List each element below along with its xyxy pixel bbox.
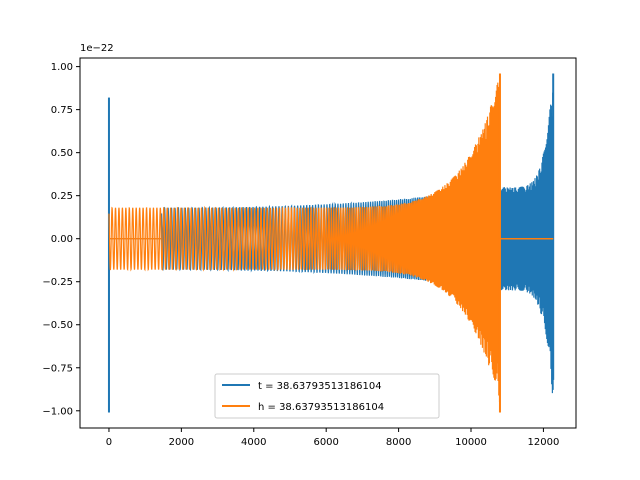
y-tick-label: −0.50 xyxy=(42,320,73,331)
y-tick-label: 1.00 xyxy=(51,62,73,73)
legend-label-h: h = 38.63793513186104 xyxy=(258,402,384,413)
y-tick-label: −0.25 xyxy=(42,277,73,288)
y-offset-label: 1e−22 xyxy=(80,43,114,54)
series-line-h xyxy=(108,82,554,403)
x-axis: 0 2000 4000 6000 8000 10000 12000 xyxy=(106,428,560,448)
x-tick-label: 4000 xyxy=(241,437,266,448)
x-tick-label: 6000 xyxy=(313,437,338,448)
y-axis: −1.00 −0.75 −0.50 −0.25 0.00 0.25 0.50 0.75 1.00 xyxy=(42,62,80,417)
x-tick-label: 10000 xyxy=(455,437,487,448)
x-tick-label: 12000 xyxy=(528,437,560,448)
y-tick-label: −1.00 xyxy=(42,406,73,417)
legend: t = 38.63793513186104 h = 38.63793513186… xyxy=(214,373,440,419)
legend-label-t: t = 38.63793513186104 xyxy=(258,381,382,392)
y-tick-label: −0.75 xyxy=(42,363,73,374)
y-tick-label: 0.25 xyxy=(51,191,73,202)
y-tick-label: 0.00 xyxy=(51,234,73,245)
x-tick-label: 0 xyxy=(106,437,112,448)
x-tick-label: 2000 xyxy=(169,437,194,448)
x-tick-label: 8000 xyxy=(386,437,411,448)
legend-box xyxy=(214,373,440,419)
y-tick-label: 0.75 xyxy=(51,105,73,116)
plot-series-group xyxy=(107,73,555,413)
axes-frame xyxy=(79,57,577,429)
y-tick-label: 0.50 xyxy=(51,148,73,159)
